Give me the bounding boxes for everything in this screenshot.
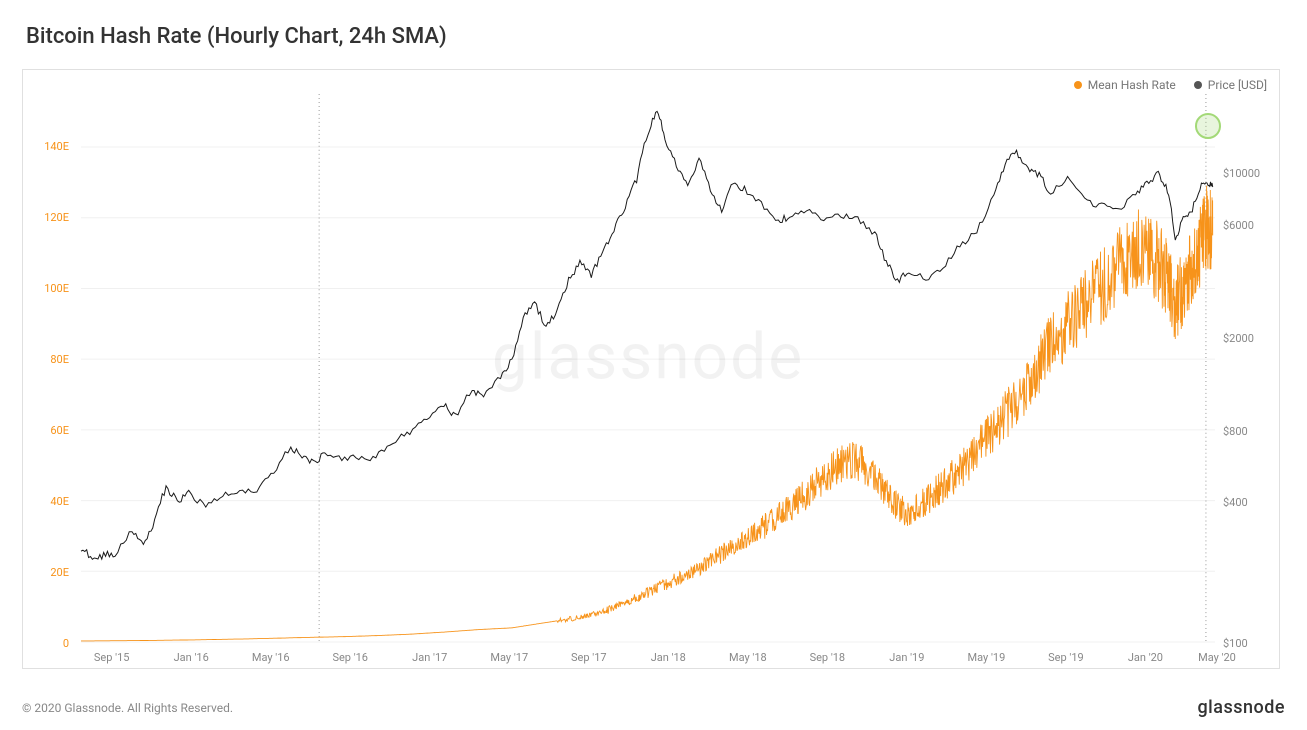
x-tick: May '19 bbox=[968, 651, 1006, 664]
x-tick: May '17 bbox=[490, 651, 528, 664]
y-right-tick: $100 bbox=[1223, 637, 1273, 650]
y-left-tick: 20E bbox=[31, 566, 69, 579]
y-right-tick: $10000 bbox=[1223, 167, 1273, 180]
x-tick: Sep '18 bbox=[810, 651, 846, 664]
legend-dot-hashrate bbox=[1074, 81, 1082, 89]
x-tick: Sep '17 bbox=[571, 651, 607, 664]
chart-title: Bitcoin Hash Rate (Hourly Chart, 24h SMA… bbox=[26, 24, 1285, 49]
x-tick: Sep '19 bbox=[1048, 651, 1084, 664]
y-left-tick: 100E bbox=[31, 282, 69, 295]
y-right-tick: $800 bbox=[1223, 425, 1273, 438]
highlight-marker bbox=[1195, 113, 1221, 139]
hashrate-line bbox=[81, 186, 1213, 641]
x-tick: Jan '18 bbox=[651, 651, 686, 664]
legend-item-price: Price [USD] bbox=[1194, 78, 1267, 92]
y-left-tick: 0 bbox=[31, 637, 69, 650]
x-tick: Jan '19 bbox=[889, 651, 924, 664]
y-right-tick: $400 bbox=[1223, 496, 1273, 509]
y-left-tick: 120E bbox=[31, 211, 69, 224]
x-tick: May '20 bbox=[1198, 651, 1236, 664]
y-left-tick: 40E bbox=[31, 495, 69, 508]
x-tick: Jan '20 bbox=[1128, 651, 1163, 664]
y-right-tick: $2000 bbox=[1223, 332, 1273, 345]
y-right-tick: $6000 bbox=[1223, 219, 1273, 232]
x-tick: Sep '16 bbox=[332, 651, 368, 664]
y-left-tick: 140E bbox=[31, 140, 69, 153]
copyright: © 2020 Glassnode. All Rights Reserved. bbox=[22, 701, 233, 715]
legend-label-price: Price [USD] bbox=[1208, 78, 1267, 92]
chart-frame: Mean Hash Rate Price [USD] glassnode 020… bbox=[22, 69, 1280, 669]
x-tick: May '16 bbox=[252, 651, 290, 664]
price-line bbox=[81, 111, 1213, 559]
x-tick: May '18 bbox=[729, 651, 767, 664]
x-tick: Sep '15 bbox=[94, 651, 130, 664]
legend-label-hashrate: Mean Hash Rate bbox=[1088, 78, 1176, 92]
legend-dot-price bbox=[1194, 81, 1202, 89]
legend-item-hashrate: Mean Hash Rate bbox=[1074, 78, 1176, 92]
y-left-tick: 80E bbox=[31, 353, 69, 366]
brand-logo: glassnode bbox=[1197, 697, 1285, 718]
legend: Mean Hash Rate Price [USD] bbox=[1074, 78, 1267, 92]
y-left-tick: 60E bbox=[31, 424, 69, 437]
x-tick: Jan '16 bbox=[174, 651, 209, 664]
x-tick: Jan '17 bbox=[412, 651, 447, 664]
chart-svg bbox=[81, 94, 1215, 642]
plot-area: glassnode 020E40E60E80E100E120E140E$100$… bbox=[81, 94, 1215, 642]
